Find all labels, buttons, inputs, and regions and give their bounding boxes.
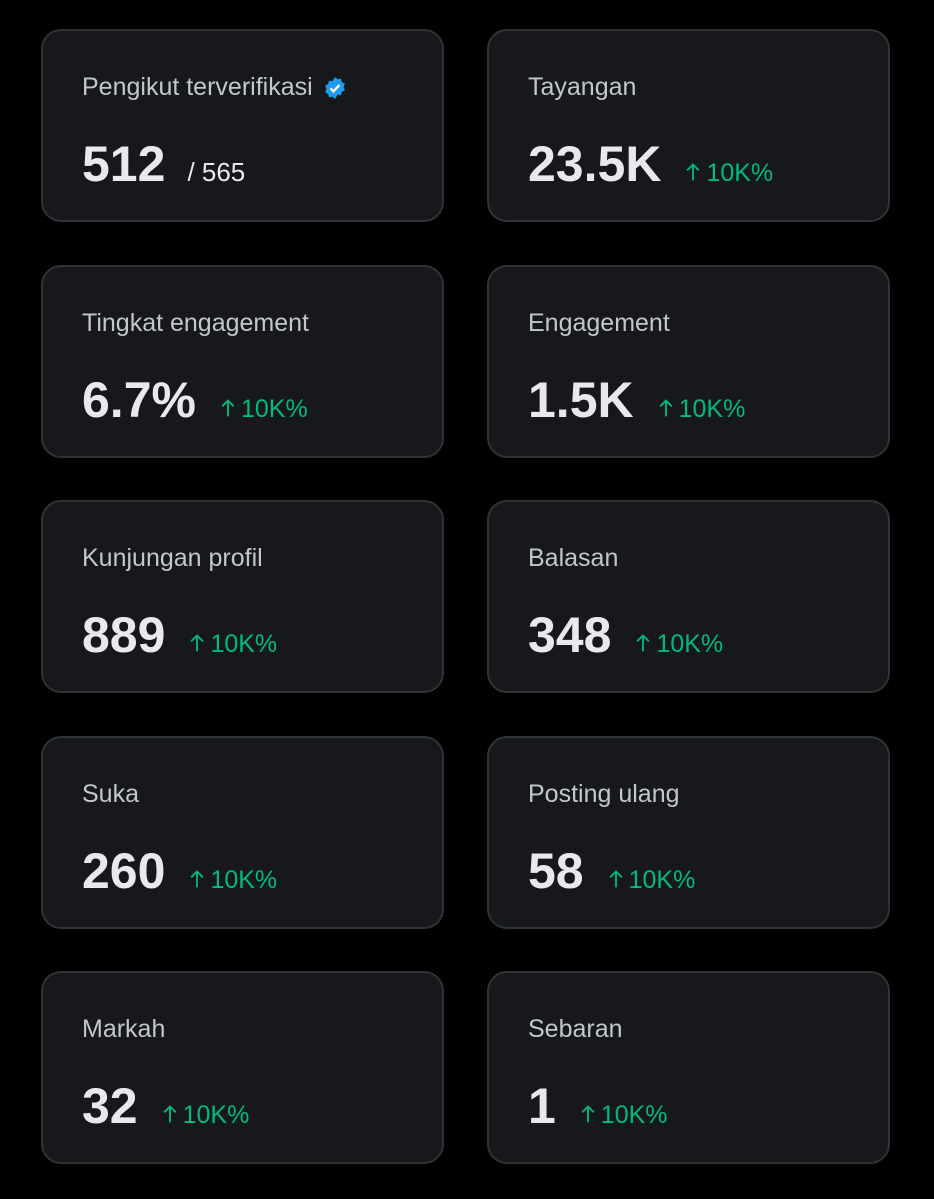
arrow-up-icon: [163, 1105, 177, 1123]
stat-change: 10K%: [706, 159, 774, 187]
stat-label: Suka: [82, 779, 139, 808]
stat-value: 58: [528, 842, 584, 899]
stat-label: Markah: [82, 1015, 166, 1043]
stat-label: Sebaran: [528, 1015, 623, 1043]
stat-value-row: 1.5K 10K%: [528, 371, 745, 429]
stat-value: 889: [82, 607, 166, 663]
stat-change: 10K%: [600, 1101, 668, 1129]
stat-value: 348: [528, 607, 612, 663]
stat-label-row: Markah: [82, 1015, 165, 1044]
stat-label-row: Kunjungan profil: [82, 544, 263, 573]
stat-change-row: 10K%: [633, 630, 723, 659]
arrow-up-icon: [659, 398, 673, 416]
stat-value: 6.7%: [82, 371, 196, 428]
stat-change: 10K%: [210, 865, 278, 894]
stat-label-row: Posting ulang: [528, 780, 680, 809]
arrow-up-icon: [636, 634, 650, 652]
stat-change: 10K%: [678, 394, 746, 423]
stat-card: Markah 32 10K%: [41, 971, 444, 1164]
arrow-up-icon: [581, 1105, 595, 1123]
stat-label-row: Tingkat engagement: [82, 309, 309, 338]
arrow-up-icon: [609, 869, 623, 887]
stat-label-row: Tayangan: [528, 73, 636, 102]
stat-label-row: Pengikut terverifikasi: [82, 73, 347, 102]
stat-value-row: 6.7% 10K%: [82, 371, 308, 429]
stat-label: Pengikut terverifikasi: [82, 73, 313, 101]
verified-badge: [324, 76, 345, 99]
arrow-up-icon: [221, 398, 235, 416]
stat-value: 260: [82, 842, 166, 899]
stat-card: Tingkat engagement 6.7% 10K%: [41, 264, 444, 458]
stat-label-row: Engagement: [528, 309, 670, 338]
stat-value: 1.5K: [528, 371, 634, 428]
stat-change: 10K%: [656, 630, 724, 658]
stat-change: 10K%: [240, 394, 308, 423]
stat-card: Tayangan 23.5K 10K%: [487, 29, 890, 222]
stat-value-row: 512 / 565: [82, 135, 245, 193]
stat-value-row: 260 10K%: [82, 842, 277, 900]
stat-value-row: 889 10K%: [82, 606, 277, 664]
arrow-up-icon: [190, 634, 204, 652]
stat-value-row: 32 10K%: [82, 1077, 249, 1135]
stat-change-row: 10K%: [187, 866, 277, 895]
stat-total: / 565: [187, 157, 246, 187]
stat-label: Engagement: [528, 308, 670, 337]
stat-card: Sebaran 1 10K%: [487, 971, 890, 1164]
stat-label: Tingkat engagement: [82, 308, 310, 337]
stat-change: 10K%: [210, 630, 278, 658]
stat-label: Tayangan: [528, 73, 637, 101]
stat-label-row: Balasan: [528, 544, 618, 573]
stat-card: Balasan 348 10K%: [487, 500, 890, 693]
stat-label-row: Sebaran: [528, 1015, 623, 1044]
stat-change-row: 10K%: [187, 630, 277, 659]
stat-change-row: 10K%: [656, 394, 746, 424]
stat-card: Engagement 1.5K 10K%: [487, 264, 890, 458]
stat-card: Kunjungan profil 889 10K%: [41, 500, 444, 693]
stat-value-row: 23.5K 10K%: [528, 135, 773, 193]
stat-change-row: 10K%: [683, 159, 773, 188]
stat-value-row: 58 10K%: [528, 842, 695, 900]
stat-value: 32: [82, 1078, 138, 1134]
stat-value: 23.5K: [528, 136, 662, 192]
stat-label: Kunjungan profil: [82, 544, 263, 572]
stat-label-row: Suka: [82, 780, 139, 809]
stat-card: Posting ulang 58 10K%: [487, 735, 890, 929]
stat-change-row: 10K%: [218, 395, 308, 424]
stat-label: Balasan: [528, 544, 619, 572]
stat-value: 512: [82, 136, 166, 192]
stat-change-row: 10K%: [578, 1101, 668, 1130]
stat-label: Posting ulang: [528, 779, 680, 808]
stat-value-row: 1 10K%: [528, 1077, 668, 1135]
stat-change-row: 10K%: [160, 1101, 250, 1130]
stat-change: 10K%: [182, 1101, 250, 1129]
stat-value-row: 348 10K%: [528, 606, 723, 664]
stat-change-row: 10K%: [606, 865, 696, 895]
stat-change: 10K%: [628, 865, 696, 894]
stat-value: 1: [528, 1078, 556, 1134]
stat-card: Suka 260 10K%: [41, 735, 444, 929]
arrow-up-icon: [190, 869, 204, 887]
stat-card: Pengikut terverifikasi 512 / 565: [41, 29, 444, 222]
arrow-up-icon: [686, 163, 700, 181]
